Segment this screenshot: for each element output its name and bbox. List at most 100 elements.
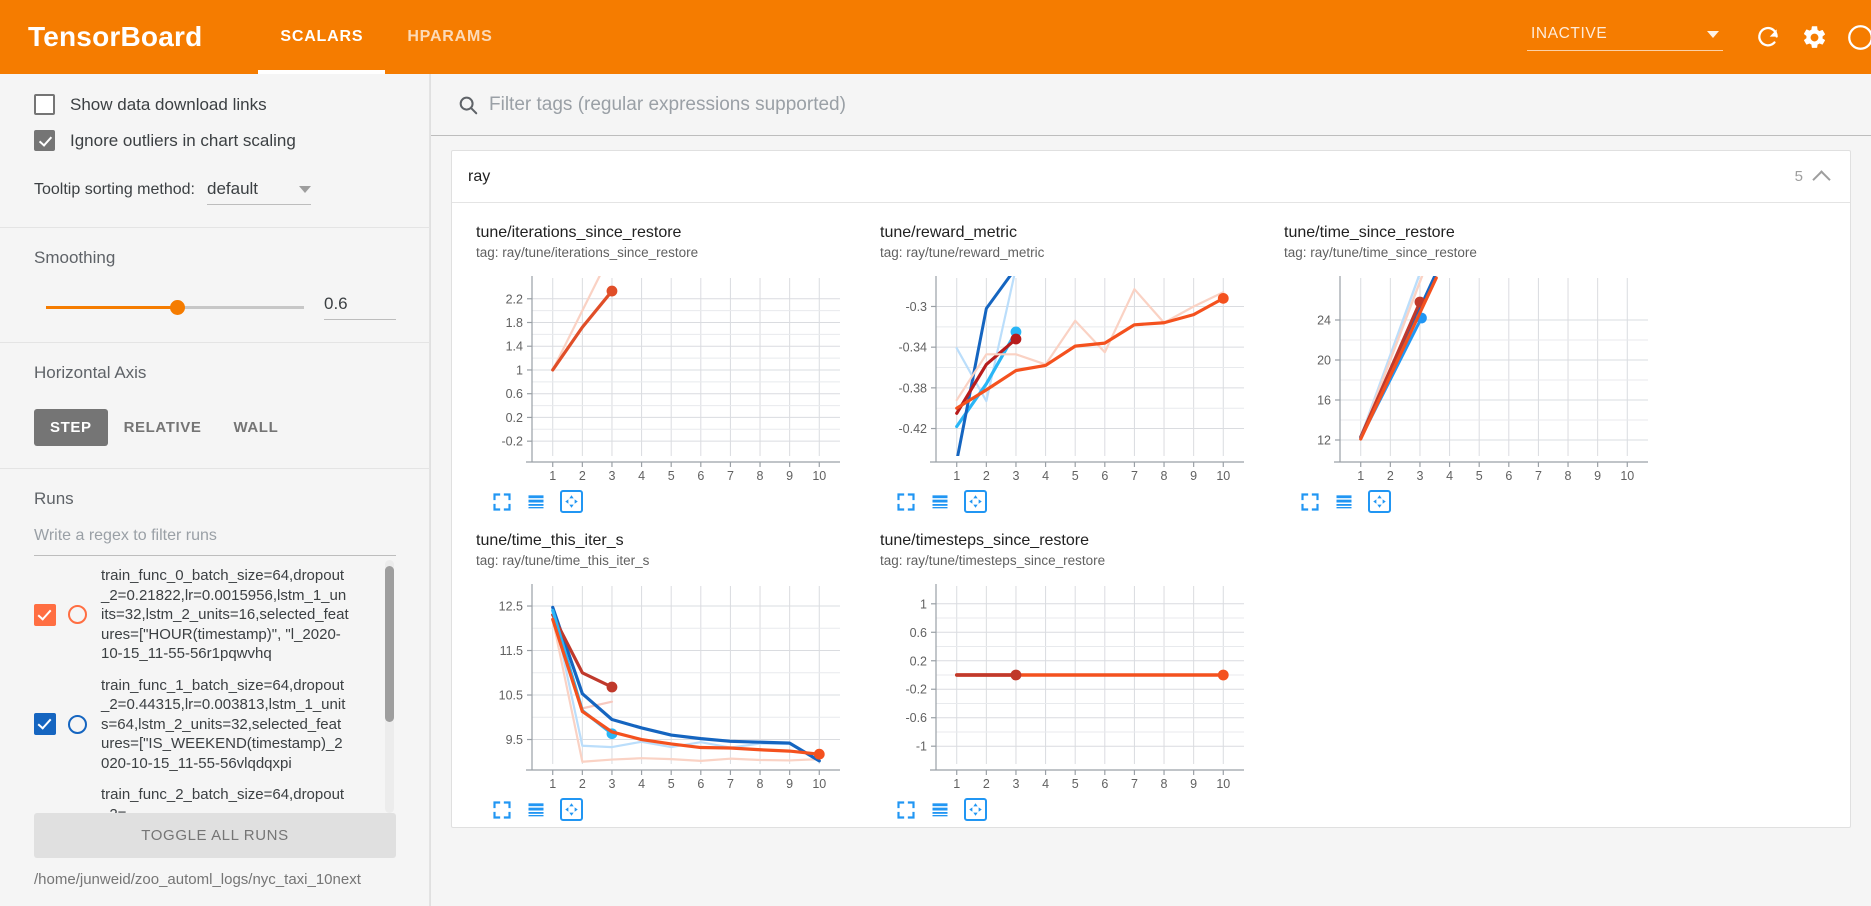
svg-text:10: 10 [812,777,826,791]
axis-option-relative[interactable]: RELATIVE [123,419,202,436]
app-body: Show data download links Ignore outliers… [0,74,1871,906]
runs-scrollbar[interactable] [385,566,394,722]
chevron-down-icon [1707,30,1719,38]
app-title: TensorBoard [28,21,203,52]
svg-text:4: 4 [1042,777,1049,791]
tooltip-sorting-row: Tooltip sorting method: default [34,179,396,205]
smoothing-value-input[interactable]: 0.6 [324,294,396,320]
axis-option-wall[interactable]: WALL [233,419,279,436]
svg-text:7: 7 [727,469,734,483]
smoothing-title: Smoothing [34,248,116,267]
svg-text:11.5: 11.5 [500,644,523,658]
data-table-icon[interactable] [526,492,546,512]
run-color-dot[interactable] [68,714,87,734]
svg-text:7: 7 [1131,469,1138,483]
fit-domain-icon[interactable] [560,490,583,513]
runs-section: Runs Write a regex to filter runs train_… [0,469,430,813]
svg-text:0.6: 0.6 [910,626,927,640]
data-table-icon[interactable] [930,492,950,512]
chart-toolbar [1284,484,1660,515]
run-checkbox[interactable] [34,713,56,736]
ignore-outliers-label: Ignore outliers in chart scaling [70,130,296,150]
data-table-icon[interactable] [930,800,950,820]
ignore-outliers-checkbox[interactable] [34,130,55,151]
axis-option-step[interactable]: STEP [34,409,108,446]
main-panel: Filter tags (regular expressions support… [431,74,1871,906]
chart-title: tune/timesteps_since_restore [880,532,1089,549]
expand-icon[interactable] [896,800,916,820]
display-options-section: Show data download links Ignore outliers… [0,74,430,228]
show-download-links-row[interactable]: Show data download links [34,94,396,115]
fit-domain-icon[interactable] [964,798,987,821]
slider-thumb[interactable] [170,300,185,315]
chart-plot[interactable]: 24 20 16 12 1 2 3 4 5 6 7 8 9 10 [1284,268,1654,484]
svg-text:5: 5 [1072,777,1079,791]
tag-filter-input[interactable]: Filter tags (regular expressions support… [489,93,846,115]
chart-plot[interactable]: -0.3 -0.34 -0.38 -0.42 1 2 3 4 5 6 7 8 9 10 [880,268,1250,484]
run-status-label: INACTIVE [1531,25,1608,42]
chevron-up-icon[interactable] [1812,170,1831,189]
data-table-icon[interactable] [1334,492,1354,512]
charts-area: ray 5 tune/iterations_since_restore tag: … [431,136,1871,906]
svg-text:9.5: 9.5 [506,733,523,747]
tooltip-sorting-select[interactable]: default [206,179,311,205]
svg-text:6: 6 [697,777,704,791]
svg-text:7: 7 [1131,777,1138,791]
chart-toolbar [880,484,1256,515]
svg-text:1: 1 [953,469,960,483]
show-download-links-label: Show data download links [70,94,267,114]
run-label: train_func_1_batch_size=64,dropout_2=0.4… [101,676,346,772]
run-item[interactable]: train_func_0_batch_size=64,dropout_2=0.2… [34,566,396,664]
chart-plot[interactable]: 12.5 11.5 10.5 9.5 1 2 3 4 5 6 7 8 9 10 [476,576,846,792]
toggle-all-runs-button[interactable]: TOGGLE ALL RUNS [34,813,396,858]
chart-card: tune/time_this_iter_s tag: ray/tune/time_… [458,519,862,827]
svg-text:9: 9 [786,777,793,791]
svg-text:8: 8 [757,777,764,791]
logdir-path: /home/junweid/zoo_automl_logs/nyc_taxi_1… [34,871,361,888]
svg-text:1: 1 [549,777,556,791]
fit-domain-icon[interactable] [964,490,987,513]
chart-card: tune/iterations_since_restore tag: ray/tu… [458,211,862,519]
horizontal-axis-options: STEP RELATIVE WALL [34,409,396,446]
gear-icon[interactable] [1791,14,1837,60]
tag-group-count: 5 [1794,168,1803,185]
run-status-selector[interactable]: INACTIVE [1527,23,1723,51]
tab-hparams[interactable]: HPARAMS [407,28,493,45]
slider-fill [46,306,176,309]
tooltip-sorting-value: default [206,179,259,198]
run-color-dot[interactable] [68,605,87,625]
svg-text:2: 2 [1387,469,1394,483]
chart-tag: tag: ray/tune/iterations_since_restore [476,245,699,260]
svg-text:24: 24 [1317,314,1331,328]
chart-plot[interactable]: 1 0.6 0.2 -0.2 -0.6 -1 1 2 3 4 5 6 7 8 9 10 [880,576,1250,792]
svg-text:-1: -1 [916,740,927,754]
run-item[interactable]: train_func_1_batch_size=64,dropout_2=0.4… [34,676,396,774]
data-table-icon[interactable] [526,800,546,820]
svg-text:2: 2 [983,777,990,791]
run-item[interactable]: train_func_2_batch_size=64,dropout_2= [34,785,396,813]
svg-text:4: 4 [638,777,645,791]
expand-icon[interactable] [1300,492,1320,512]
svg-text:6: 6 [697,469,704,483]
tab-scalars[interactable]: SCALARS [258,0,386,74]
svg-text:9: 9 [786,469,793,483]
expand-icon[interactable] [492,492,512,512]
runs-filter-input[interactable]: Write a regex to filter runs [34,523,396,556]
fit-domain-icon[interactable] [1368,490,1391,513]
fit-domain-icon[interactable] [560,798,583,821]
show-download-links-checkbox[interactable] [34,94,55,115]
help-icon[interactable] [1837,14,1871,60]
expand-icon[interactable] [896,492,916,512]
refresh-icon[interactable] [1745,14,1791,60]
nav-tabs: SCALARS HPARAMS [258,0,514,74]
expand-icon[interactable] [492,800,512,820]
run-checkbox[interactable] [34,603,56,626]
ignore-outliers-row[interactable]: Ignore outliers in chart scaling [34,130,396,151]
tag-group-header[interactable]: ray 5 [452,151,1850,203]
svg-text:5: 5 [1072,469,1079,483]
chart-plot[interactable]: 2.2 1.8 1.4 1 0.6 0.2 -0.2 1 2 3 4 5 6 7 8 9 10 [476,268,846,484]
chart-toolbar [476,792,852,823]
smoothing-slider[interactable] [34,298,304,316]
sidebar: Show data download links Ignore outliers… [0,74,431,906]
